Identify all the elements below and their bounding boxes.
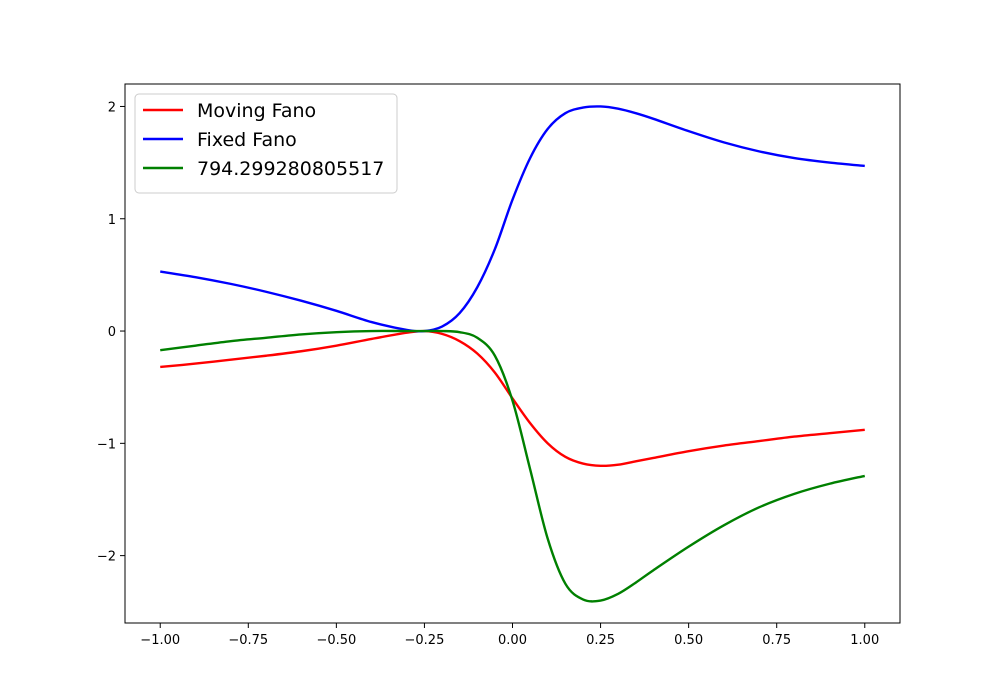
x-tick-label: 0.25: [586, 633, 615, 648]
y-tick-label: −2: [97, 550, 116, 565]
y-tick-label: −1: [97, 437, 116, 452]
series-line-1: [160, 329, 865, 468]
y-tick-label: 2: [108, 100, 116, 115]
legend-box: [134, 93, 398, 194]
series-layer: [160, 105, 866, 603]
legend: Moving Fano Fixed Fano 794.299280805517: [134, 93, 398, 194]
x-tick-label: −0.50: [316, 633, 356, 648]
x-tick-label: 0.50: [674, 633, 703, 648]
x-tick-label: −1.00: [140, 633, 180, 648]
series-line-2: [160, 105, 865, 333]
y-tick-label: 0: [108, 325, 116, 340]
x-tick-label: 0.00: [498, 633, 527, 648]
y-tick-label: 1: [108, 213, 116, 228]
legend-label: 794.299280805517: [197, 158, 384, 180]
legend-label: Fixed Fano: [197, 129, 297, 151]
x-tick-label: −0.25: [405, 633, 445, 648]
y-axis: −2 −1 0 1 2: [97, 100, 125, 565]
x-axis: −1.00 −0.75 −0.50 −0.25 0.00 0.25 0.50 0.75 1.00: [140, 623, 879, 648]
x-tick-label: −0.75: [228, 633, 268, 648]
series-line-3: [160, 329, 866, 603]
legend-label: Moving Fano: [197, 100, 316, 122]
x-tick-label: 0.75: [762, 633, 791, 648]
x-tick-label: 1.00: [850, 633, 879, 648]
